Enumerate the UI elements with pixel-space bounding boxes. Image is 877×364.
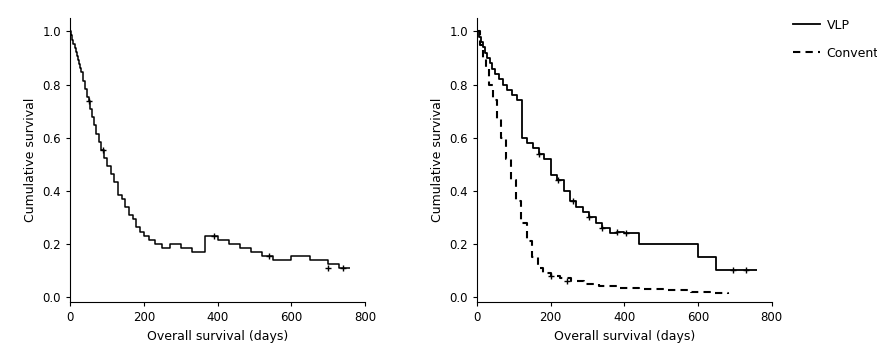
X-axis label: Overall survival (days): Overall survival (days) — [147, 330, 289, 343]
Legend: VLP, Conventional: VLP, Conventional — [793, 19, 877, 60]
X-axis label: Overall survival (days): Overall survival (days) — [553, 330, 695, 343]
Y-axis label: Cumulative survival: Cumulative survival — [431, 98, 444, 222]
Y-axis label: Cumulative survival: Cumulative survival — [24, 98, 37, 222]
